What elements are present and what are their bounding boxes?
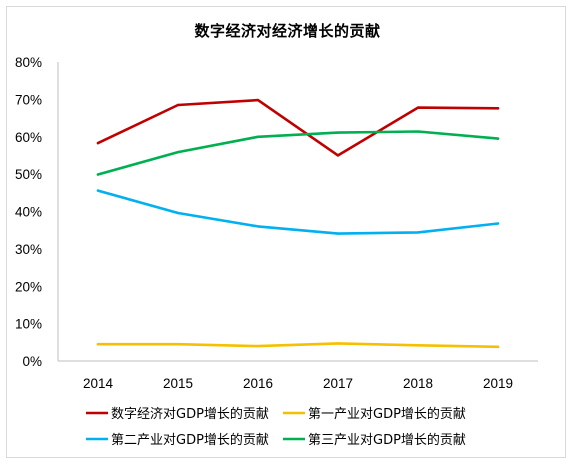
series-3-point <box>256 225 260 228</box>
x-tick-label: 2017 <box>323 376 353 391</box>
series-line-1 <box>96 98 500 157</box>
series-2-point <box>496 345 500 348</box>
series-1-point <box>336 154 340 157</box>
legend-label-2: 第一产业对GDP增长的贡献 <box>308 406 466 422</box>
x-tick-label: 2018 <box>403 376 433 391</box>
legend-label-1: 数字经济对GDP增长的贡献 <box>111 406 269 422</box>
chart-frame <box>6 6 566 458</box>
series-2-point <box>176 342 180 346</box>
y-tick-label: 10% <box>15 317 42 332</box>
series-2-point <box>96 342 100 346</box>
series-1-point <box>176 103 180 107</box>
series-line-4 <box>96 130 500 176</box>
series-4-point <box>176 150 180 154</box>
series-3-point <box>416 231 420 234</box>
y-tick-label: 0% <box>22 354 42 369</box>
series-3-point <box>496 222 500 225</box>
series-4-point <box>496 137 500 140</box>
series-2-point <box>416 344 420 347</box>
x-tick-label: 2014 <box>83 376 114 391</box>
y-tick-label: 70% <box>15 92 42 107</box>
series-3-point <box>176 211 180 215</box>
series-4-point <box>256 135 260 138</box>
series-3-point <box>96 189 100 192</box>
legend-label-4: 第三产业对GDP增长的贡献 <box>308 432 466 448</box>
series-2-point <box>256 344 260 348</box>
series-4-point <box>336 131 340 134</box>
series-1-point <box>496 107 500 110</box>
x-tick-label: 2019 <box>483 376 513 391</box>
series-1-point <box>416 106 420 109</box>
y-tick-label: 30% <box>15 242 42 257</box>
y-tick-label: 60% <box>15 130 42 145</box>
chart-title: 数字经济对经济增长的贡献 <box>194 22 381 40</box>
x-tick-label: 2015 <box>163 376 193 391</box>
series-3-point <box>336 232 340 235</box>
y-tick-label: 80% <box>15 55 42 70</box>
y-tick-label: 40% <box>15 205 42 220</box>
series-1-point <box>96 141 100 145</box>
series-line-3 <box>96 189 500 235</box>
x-tick-label: 2016 <box>243 376 273 391</box>
series-1-point <box>256 98 260 102</box>
y-tick-label: 50% <box>15 167 42 182</box>
series-line-2 <box>96 342 500 349</box>
legend-label-3: 第二产业对GDP增长的贡献 <box>111 432 269 448</box>
series-2-point <box>336 342 340 345</box>
y-tick-label: 20% <box>15 279 42 294</box>
series-4-point <box>416 130 420 133</box>
series-4-point <box>96 173 100 176</box>
